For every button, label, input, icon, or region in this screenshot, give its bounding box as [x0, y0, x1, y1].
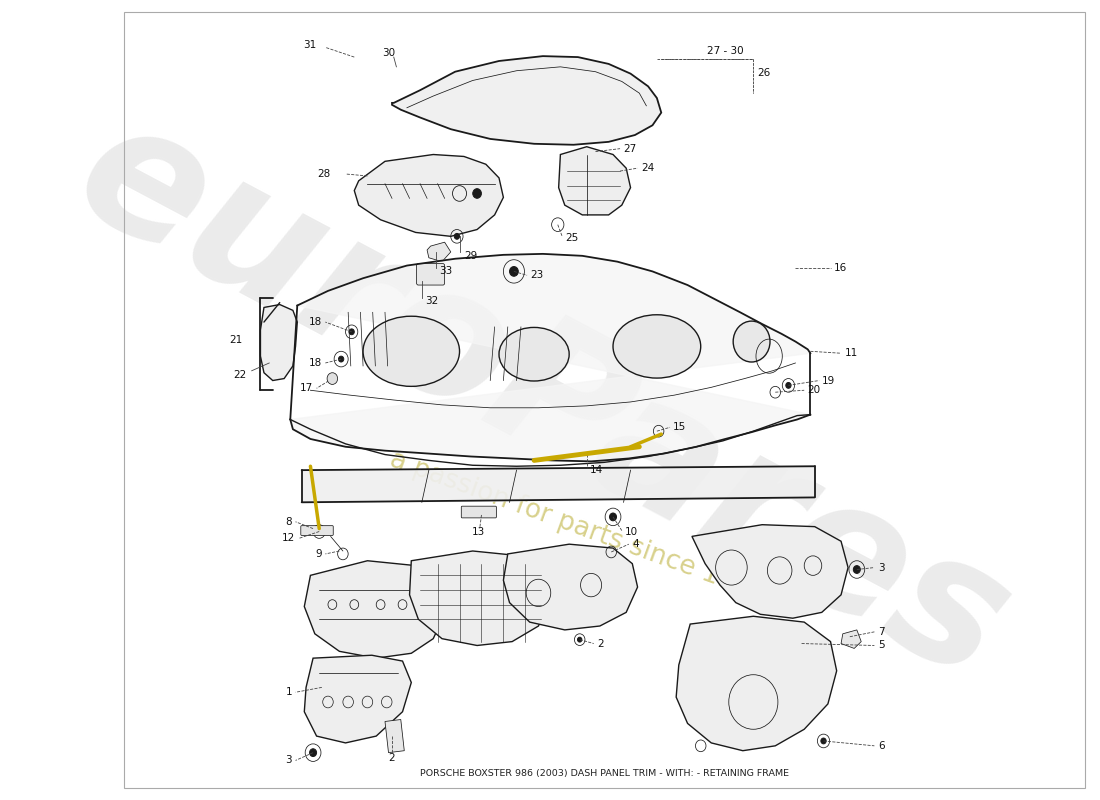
Ellipse shape — [499, 327, 569, 381]
Text: 11: 11 — [845, 348, 858, 358]
Text: 2: 2 — [597, 638, 604, 649]
Text: 3: 3 — [285, 755, 292, 766]
Circle shape — [578, 638, 582, 642]
Text: 22: 22 — [233, 370, 246, 380]
Text: 8: 8 — [285, 517, 292, 526]
Polygon shape — [409, 551, 550, 646]
Circle shape — [339, 356, 344, 362]
Text: 1: 1 — [285, 687, 292, 698]
Polygon shape — [354, 154, 504, 236]
FancyBboxPatch shape — [417, 264, 444, 285]
Circle shape — [854, 566, 860, 574]
Text: 16: 16 — [834, 263, 847, 274]
Text: 17: 17 — [300, 383, 313, 394]
Polygon shape — [392, 56, 661, 145]
Polygon shape — [261, 305, 297, 381]
Text: 23: 23 — [530, 270, 543, 280]
Text: PORSCHE BOXSTER 986 (2003) DASH PANEL TRIM - WITH: - RETAINING FRAME: PORSCHE BOXSTER 986 (2003) DASH PANEL TR… — [420, 769, 789, 778]
Polygon shape — [427, 242, 451, 262]
Text: 29: 29 — [464, 251, 477, 261]
Polygon shape — [842, 630, 861, 649]
Text: 28: 28 — [318, 169, 331, 179]
Text: euroPares: euroPares — [50, 82, 1036, 718]
Text: 18: 18 — [309, 358, 322, 368]
Text: 27: 27 — [624, 144, 637, 154]
Polygon shape — [559, 146, 630, 215]
Circle shape — [454, 234, 460, 239]
Text: 5: 5 — [878, 641, 884, 650]
Text: 14: 14 — [591, 465, 604, 475]
Text: 30: 30 — [382, 48, 395, 58]
Ellipse shape — [363, 316, 460, 386]
Text: 24: 24 — [641, 163, 654, 173]
FancyBboxPatch shape — [300, 526, 333, 535]
Ellipse shape — [613, 314, 701, 378]
Polygon shape — [676, 616, 837, 750]
Text: a passion for parts since 1985: a passion for parts since 1985 — [386, 446, 770, 607]
Text: 19: 19 — [822, 375, 835, 386]
Text: 6: 6 — [878, 741, 884, 751]
Circle shape — [309, 749, 317, 757]
Text: 21: 21 — [230, 334, 243, 345]
Text: 26: 26 — [757, 68, 770, 78]
Text: 18: 18 — [309, 317, 322, 327]
Polygon shape — [290, 254, 811, 462]
Circle shape — [609, 513, 616, 521]
Circle shape — [349, 329, 354, 334]
Circle shape — [821, 738, 826, 744]
Text: 13: 13 — [471, 527, 485, 538]
Circle shape — [473, 189, 482, 198]
Text: 12: 12 — [283, 534, 296, 543]
Polygon shape — [385, 719, 405, 753]
Text: 3: 3 — [878, 562, 884, 573]
Text: 15: 15 — [673, 422, 686, 432]
Text: 31: 31 — [304, 41, 317, 50]
FancyBboxPatch shape — [461, 506, 496, 518]
Text: 27 - 30: 27 - 30 — [707, 46, 744, 56]
Polygon shape — [504, 544, 638, 630]
Text: 7: 7 — [878, 627, 884, 637]
Polygon shape — [692, 525, 848, 618]
Circle shape — [509, 266, 518, 276]
Text: 32: 32 — [426, 296, 439, 306]
Text: 4: 4 — [632, 539, 639, 549]
Text: 10: 10 — [625, 527, 638, 538]
Text: 25: 25 — [565, 234, 579, 243]
Text: 33: 33 — [439, 266, 452, 277]
Polygon shape — [305, 655, 411, 743]
Text: 20: 20 — [807, 386, 821, 395]
Polygon shape — [305, 561, 444, 658]
Ellipse shape — [734, 321, 770, 362]
Text: 9: 9 — [316, 549, 322, 559]
Ellipse shape — [327, 373, 338, 385]
Circle shape — [785, 382, 791, 388]
Text: 2: 2 — [388, 754, 395, 763]
